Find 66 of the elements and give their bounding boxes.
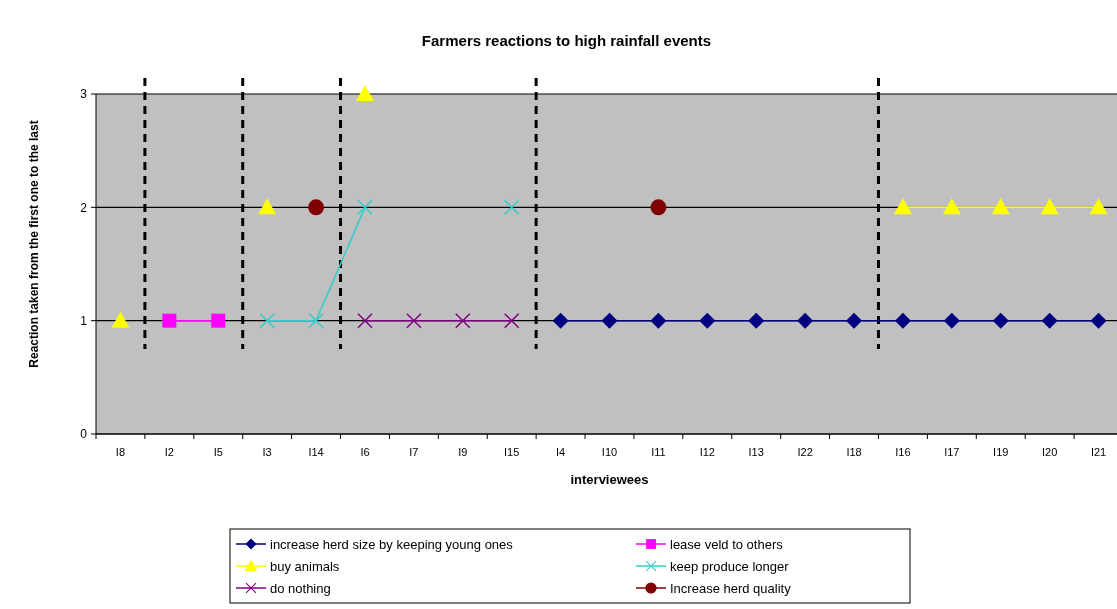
- x-tick-label: I12: [699, 446, 715, 458]
- point: [503, 199, 520, 216]
- point: [1041, 312, 1058, 329]
- point: [797, 312, 814, 329]
- point: [308, 312, 324, 329]
- x-tick-label: I15: [504, 446, 520, 458]
- point: [1089, 198, 1108, 215]
- point: [552, 312, 569, 329]
- point: [893, 198, 912, 215]
- point: [699, 312, 716, 329]
- legend-label: buy animals: [270, 558, 340, 574]
- x-tick-label: I4: [556, 446, 566, 458]
- point: [355, 85, 374, 101]
- legend-label: increase herd size by keeping young ones: [270, 536, 514, 552]
- point: [894, 312, 911, 329]
- point: [650, 199, 667, 216]
- point: [308, 199, 325, 216]
- x-tick-label: I16: [895, 446, 911, 458]
- point: [259, 312, 275, 329]
- point: [211, 313, 226, 328]
- x-tick-label: I8: [115, 446, 126, 458]
- x-tick-label: I5: [213, 446, 223, 458]
- point: [846, 312, 863, 329]
- y-tick-label: 3: [80, 87, 88, 102]
- point: [503, 312, 520, 329]
- x-tick-label: I6: [360, 446, 370, 458]
- point: [748, 312, 765, 329]
- x-tick-label: I3: [262, 446, 272, 458]
- y-tick-label: 0: [80, 427, 88, 442]
- point: [1040, 198, 1059, 215]
- x-tick-label: I22: [797, 446, 813, 458]
- legend-label: do nothing: [270, 580, 331, 596]
- x-tick-label: I11: [651, 446, 666, 458]
- y-tick-label: 2: [80, 200, 88, 215]
- point: [650, 312, 667, 329]
- point: [162, 313, 177, 328]
- point: [601, 312, 618, 329]
- point: [1090, 312, 1107, 329]
- x-tick-label: I7: [409, 446, 419, 458]
- point: [992, 312, 1009, 329]
- x-tick-label: I10: [601, 446, 618, 458]
- legend-label: keep produce longer: [670, 558, 790, 574]
- x-axis-title: interviewees: [570, 472, 649, 487]
- x-tick-label: I17: [944, 446, 960, 458]
- point: [357, 312, 373, 329]
- x-tick-label: I9: [458, 446, 468, 458]
- x-tick-label: I21: [1090, 446, 1107, 458]
- point: [991, 198, 1010, 215]
- y-tick-label: 1: [80, 313, 88, 328]
- point: [406, 312, 422, 329]
- point: [258, 198, 277, 215]
- x-tick-label: I20: [1041, 446, 1058, 458]
- point: [455, 312, 471, 329]
- legend-label: lease veld to others: [670, 536, 784, 552]
- chart-title: Farmers reactions to high rainfall events: [421, 32, 712, 49]
- x-tick-label: I13: [748, 446, 764, 458]
- point: [111, 311, 130, 328]
- point: [357, 199, 373, 216]
- x-tick-label: I2: [164, 446, 174, 458]
- point: [943, 312, 960, 329]
- point: [942, 198, 961, 215]
- x-tick-label: I18: [846, 446, 862, 458]
- x-tick-label: I19: [993, 446, 1009, 458]
- x-tick-label: I14: [308, 446, 324, 458]
- legend-label: Increase herd quality: [670, 580, 792, 596]
- y-axis-title: Reaction taken from the first one to the last: [27, 120, 41, 368]
